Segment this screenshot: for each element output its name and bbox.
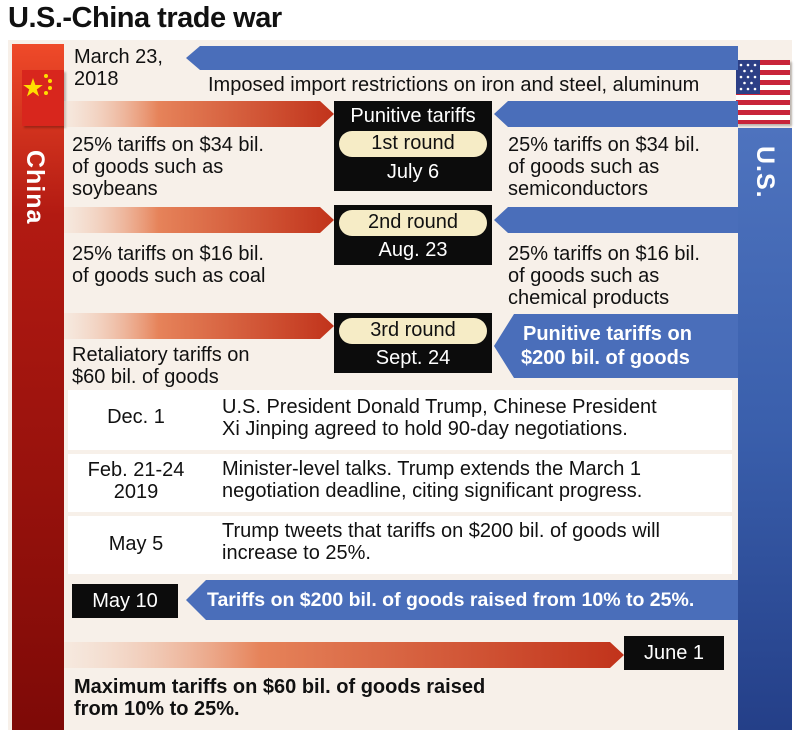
event-row — [68, 516, 732, 574]
round1-china-line1: 25% tariffs on $34 bil. — [72, 134, 264, 156]
round2-us-line1: 25% tariffs on $16 bil. — [508, 243, 700, 265]
june1-date: June 1 — [643, 642, 705, 664]
round3-china-line1: Retaliatory tariffs on — [72, 344, 250, 366]
june1-date-box — [624, 636, 724, 670]
round1-us-line1: 25% tariffs on $34 bil. — [508, 134, 700, 156]
june1-text-line2: from 10% to 25%. — [74, 698, 240, 720]
us-arrow-march — [186, 46, 738, 70]
event-date-line2: 2019 — [113, 481, 159, 503]
round3-us-line2: $200 bil. of goods — [521, 347, 690, 369]
event-text-line1: U.S. President Donald Trump, Chinese Pre… — [222, 396, 657, 418]
event-date-line1: May 5 — [108, 533, 164, 555]
round2-china-line2: of goods such as coal — [72, 265, 266, 287]
us-side-bar — [738, 128, 792, 730]
round3-pill: 3rd round — [339, 318, 487, 344]
china-arrow-round2 — [64, 207, 334, 233]
round3-date: Sept. 24 — [375, 347, 451, 369]
round1-date: July 6 — [386, 161, 440, 183]
round3-us-line1: Punitive tariffs on — [523, 323, 692, 345]
us-arrow-may10 — [186, 580, 738, 620]
event-text-line2: Xi Jinping agreed to hold 90-day negotia… — [222, 418, 628, 440]
china-arrow-round1 — [64, 101, 334, 127]
round2-pill: 2nd round — [339, 210, 487, 236]
round1-pill: 1st round — [339, 131, 487, 157]
us-flag-icon — [736, 60, 790, 124]
event-date-line1: Dec. 1 — [107, 406, 165, 428]
round1-china-line2: of goods such as — [72, 156, 224, 178]
round1-us-line3: semiconductors — [508, 178, 649, 200]
round1-us-line2: of goods such as — [508, 156, 660, 178]
may10-date: May 10 — [92, 590, 158, 612]
china-flag-icon — [22, 70, 64, 126]
round1-header: Punitive tariffs — [350, 105, 476, 127]
event-text-line1: Minister-level talks. Trump extends the … — [222, 458, 642, 480]
china-arrow-june1 — [64, 642, 624, 668]
event-text-line2: increase to 25%. — [222, 542, 371, 564]
us-arrow-round2 — [494, 207, 738, 233]
us-arrow-round1 — [494, 101, 738, 127]
china-label: China — [21, 150, 49, 225]
round3-china-line2: $60 bil. of goods — [72, 366, 219, 388]
round2-date: Aug. 23 — [378, 239, 448, 261]
may10-date-box — [72, 584, 178, 618]
event-date-line1: Feb. 21-24 — [87, 459, 185, 481]
china-side-bar — [12, 44, 64, 730]
round2-china-line1: 25% tariffs on $16 bil. — [72, 243, 264, 265]
page-title: U.S.-China trade war — [8, 2, 282, 34]
round1-china-line3: soybeans — [72, 178, 158, 200]
round2-us-line2: of goods such as — [508, 265, 660, 287]
may10-text: Tariffs on $200 bil. of goods raised fro… — [207, 589, 695, 611]
event-text-line1: Trump tweets that tariffs on $200 bil. o… — [222, 520, 660, 542]
june1-text-line1: Maximum tariffs on $60 bil. of goods rai… — [74, 676, 486, 698]
march-date-line2: 2018 — [74, 68, 119, 90]
us-label: U.S. — [751, 146, 779, 199]
march-event-text: Imposed import restrictions on iron and … — [208, 74, 700, 96]
event-row — [68, 454, 732, 512]
china-arrow-round3 — [64, 313, 334, 339]
march-date-line1: March 23, — [74, 46, 163, 68]
event-text-line2: negotiation deadline, citing significant… — [222, 480, 643, 502]
round2-us-line3: chemical products — [508, 287, 670, 309]
event-row — [68, 390, 732, 450]
us-arrow-round3 — [494, 314, 738, 378]
